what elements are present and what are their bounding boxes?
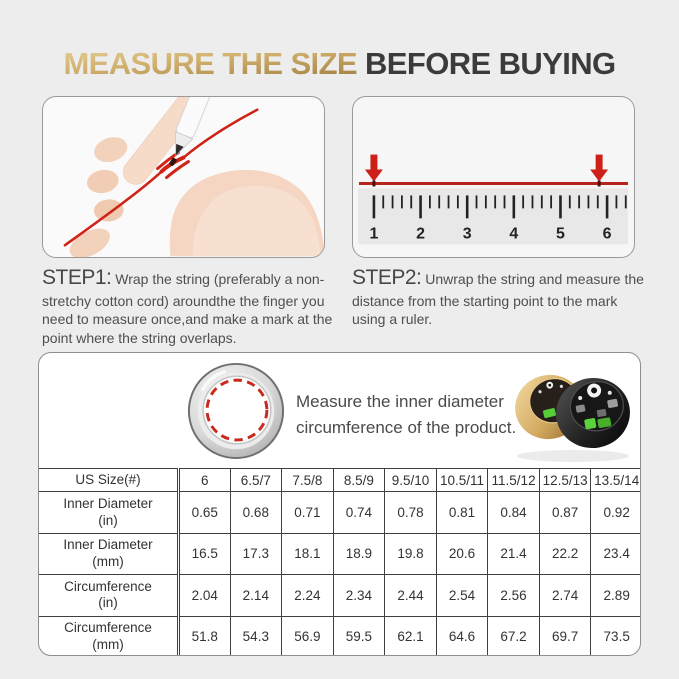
- table-cell: 2.04: [178, 574, 231, 617]
- step1-text-block: STEP1: Wrap the string (preferably a non…: [42, 264, 346, 347]
- spec-top-row: Measure the inner diameter circumference…: [39, 353, 640, 468]
- step2-text: Unwrap the string and measure the distan…: [352, 271, 644, 328]
- table-cell: 17.3: [229, 532, 283, 576]
- table-row-label: Inner Diameter (in): [39, 491, 180, 534]
- page-title: MEASURE THE SIZE BEFORE BUYING: [0, 46, 679, 82]
- ring-inner-diameter-diagram: [187, 362, 285, 460]
- table-cell: 59.5: [332, 615, 386, 655]
- table-row-unit: (in): [98, 595, 118, 611]
- table-cell: 51.8: [178, 615, 231, 655]
- table-cell: 18.1: [281, 532, 334, 576]
- table-cell: 2.24: [281, 574, 334, 617]
- table-header-cell: 8.5/9: [332, 467, 386, 493]
- table-header-cell: 11.5/12: [487, 467, 540, 493]
- table-cell: 2.44: [384, 574, 437, 617]
- ruler-ticks: [372, 195, 627, 219]
- table-cell: 19.8: [384, 532, 437, 576]
- table-cell: 2.56: [487, 574, 540, 617]
- measure-note: Measure the inner diameter circumference…: [296, 389, 516, 440]
- table-row: Circumference (mm) 51.8 54.3 56.9 59.5 62.1 64.…: [39, 615, 640, 655]
- table-row: Inner Diameter (in) 0.65 0.68 0.71 0.74 0.78 0.…: [39, 491, 640, 534]
- table-cell: 0.81: [435, 491, 489, 534]
- table-cell: 0.84: [487, 491, 540, 534]
- table-cell: 56.9: [281, 615, 334, 655]
- table-header-cell: 10.5/11: [435, 467, 489, 493]
- ruler-label: 2: [416, 225, 425, 242]
- table-cell: 16.5: [178, 532, 231, 576]
- table-row-unit: (mm): [92, 636, 124, 652]
- table-cell: 2.34: [332, 574, 386, 617]
- table-cell: 0.68: [229, 491, 283, 534]
- table-header-cell: 13.5/14: [590, 467, 640, 493]
- step2-text-block: STEP2: Unwrap the string and measure the…: [352, 264, 650, 329]
- table-cell: 21.4: [487, 532, 540, 576]
- table-row-label: Inner Diameter (mm): [39, 532, 180, 576]
- table-cell: 64.6: [435, 615, 489, 655]
- table-cell: 67.2: [487, 615, 540, 655]
- table-cell: 0.92: [590, 491, 640, 534]
- smart-rings-image: [515, 374, 630, 462]
- step2-label: STEP2:: [352, 266, 422, 289]
- table-cell: 0.74: [332, 491, 386, 534]
- step1-panel: [42, 96, 325, 258]
- table-cell: 18.9: [332, 532, 386, 576]
- table-cell: 0.78: [384, 491, 437, 534]
- ruler-label: 4: [509, 225, 518, 242]
- title-rest: BEFORE BUYING: [356, 46, 616, 81]
- table-cell: 62.1: [384, 615, 437, 655]
- table-row: Circumference (in) 2.04 2.14 2.24 2.34 2.44 2.5…: [39, 574, 640, 617]
- table-header-row: US Size(#) 6 6.5/7 7.5/8 8.5/9 9.5/10 10.5/11 1…: [39, 467, 640, 493]
- table-cell: 2.54: [435, 574, 489, 617]
- step1-text: Wrap the string (preferably a non-stretc…: [42, 271, 333, 346]
- step1-label: STEP1:: [42, 266, 112, 289]
- size-spec-box: Measure the inner diameter circumference…: [38, 352, 641, 656]
- down-arrow-start-icon: [364, 154, 383, 182]
- table-row-unit: (mm): [92, 553, 124, 569]
- table-header-cell: 6: [178, 467, 231, 493]
- table-header-cell: 9.5/10: [384, 467, 437, 493]
- ruler-label: 6: [603, 225, 612, 242]
- ruler-label: 1: [369, 225, 378, 242]
- ruler-label: 3: [463, 225, 472, 242]
- table-cell: 73.5: [590, 615, 640, 655]
- table-header-cell: 12.5/13: [538, 467, 592, 493]
- table-cell: 0.71: [281, 491, 334, 534]
- table-cell: 2.89: [590, 574, 640, 617]
- table-cell: 2.14: [229, 574, 283, 617]
- title-highlight: MEASURE THE SIZE: [63, 46, 357, 81]
- measure-note-line2: circumference of the product.: [296, 417, 517, 437]
- hand-measure-illustration: [63, 97, 324, 257]
- table-cell: 69.7: [538, 615, 592, 655]
- ruler-illustration: 1 2 3 4 5 6: [357, 154, 629, 245]
- table-header-cell: 7.5/8: [281, 467, 334, 493]
- measure-note-line1: Measure the inner diameter: [296, 392, 504, 411]
- table-header-label: US Size(#): [39, 467, 180, 493]
- table-cell: 0.87: [538, 491, 592, 534]
- size-table: US Size(#) 6 6.5/7 7.5/8 8.5/9 9.5/10 10.5/11 1…: [39, 467, 640, 655]
- table-cell: 20.6: [435, 532, 489, 576]
- table-cell: 2.74: [538, 574, 592, 617]
- table-cell: 23.4: [590, 532, 640, 576]
- table-cell: 0.65: [178, 491, 231, 534]
- down-arrow-end-icon: [590, 154, 609, 182]
- table-row-label: Circumference (mm): [39, 615, 180, 655]
- table-row: Inner Diameter (mm) 16.5 17.3 18.1 18.9 19.8 20…: [39, 532, 640, 576]
- step2-panel: 1 2 3 4 5 6: [352, 96, 635, 258]
- table-cell: 54.3: [229, 615, 283, 655]
- ruler-label: 5: [556, 225, 565, 242]
- table-row-unit: (in): [98, 512, 118, 528]
- table-header-cell: 6.5/7: [229, 467, 283, 493]
- table-row-label: Circumference (in): [39, 574, 180, 617]
- table-cell: 22.2: [538, 532, 592, 576]
